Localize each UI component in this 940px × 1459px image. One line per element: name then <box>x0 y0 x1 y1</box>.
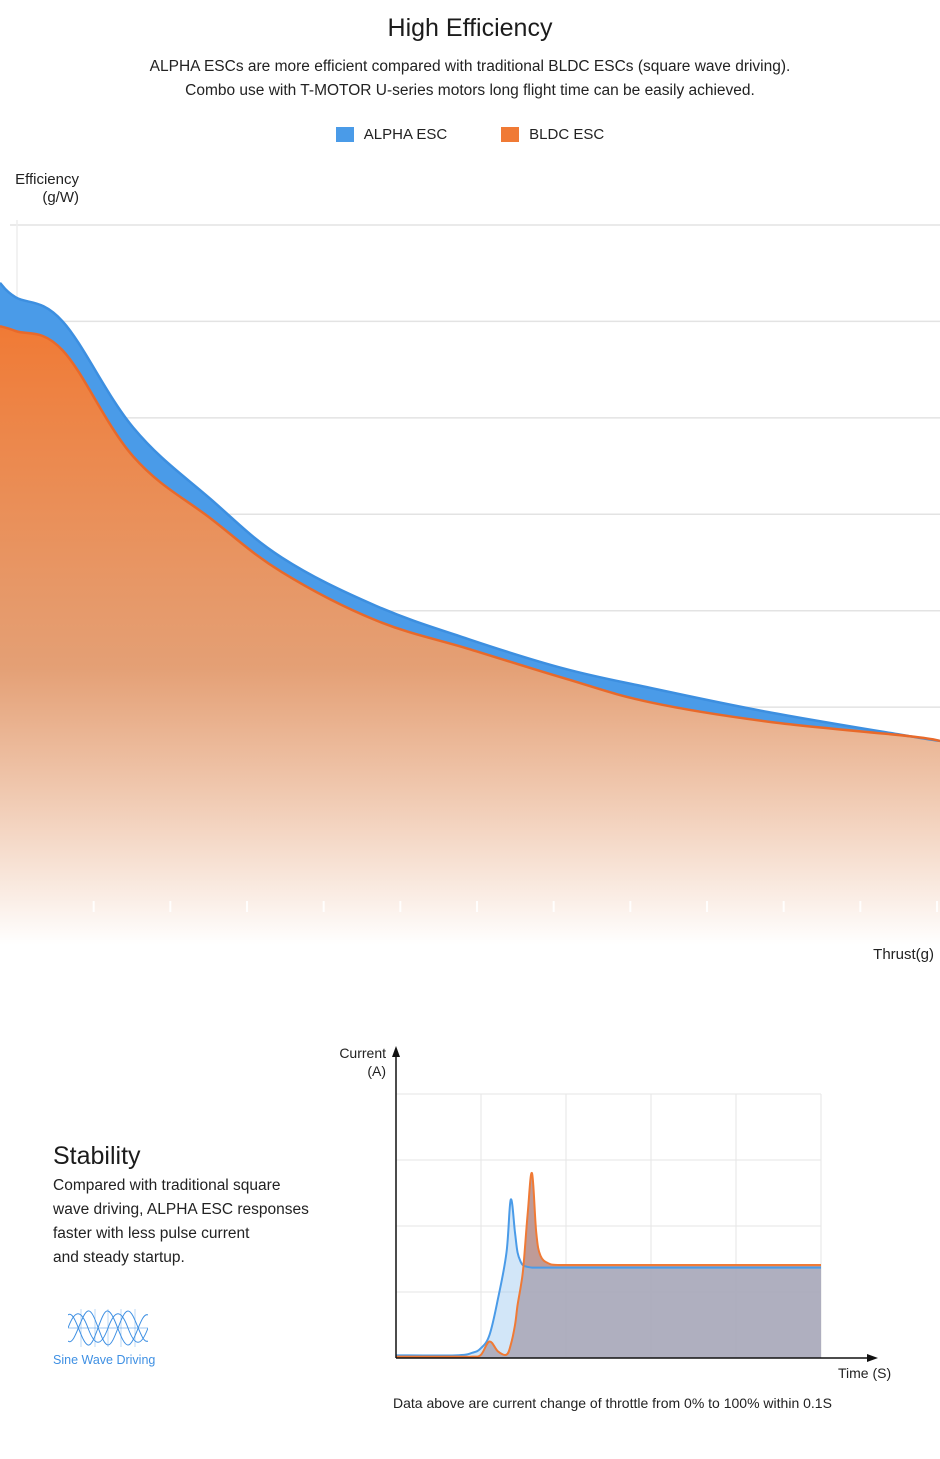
subtitle-line-2: Combo use with T-MOTOR U-series motors l… <box>185 82 755 99</box>
legend-item-bldc: BLDC ESC <box>501 126 604 143</box>
stability-line-4: and steady startup. <box>53 1249 185 1266</box>
thrust-axis-ticks <box>92 901 938 912</box>
chart-legend: ALPHA ESC BLDC ESC <box>0 126 940 143</box>
current-grid <box>396 1093 822 1358</box>
sine-wave-label: Sine Wave Driving <box>53 1353 156 1367</box>
y-axis-arrow-icon <box>392 1046 400 1057</box>
bldc-esc-area <box>0 326 940 945</box>
current-axis-label: Current (A) <box>316 1044 386 1080</box>
thrust-axis-label: Thrust(g) <box>873 946 934 963</box>
stability-line-2: wave driving, ALPHA ESC responses <box>53 1201 309 1218</box>
legend-swatch-alpha <box>335 127 354 142</box>
legend-label-bldc: BLDC ESC <box>529 126 605 143</box>
efficiency-chart <box>0 220 940 945</box>
legend-item-alpha: ALPHA ESC <box>335 126 448 143</box>
bldc-esc-line <box>0 325 940 743</box>
x-axis-arrow-icon <box>867 1354 878 1362</box>
bldc-current-area <box>396 1172 821 1358</box>
alpha-esc-line <box>0 281 940 743</box>
chart-note: Data above are current change of throttl… <box>393 1395 832 1411</box>
stability-title: Stability <box>53 1142 141 1170</box>
efficiency-axis-label-line2: (g/W) <box>42 189 79 206</box>
page-subtitle: ALPHA ESCs are more efficient compared w… <box>0 55 940 103</box>
alpha-current-area <box>396 1199 821 1358</box>
stability-line-3: faster with less pulse current <box>53 1225 250 1242</box>
subtitle-line-1: ALPHA ESCs are more efficient compared w… <box>149 58 791 75</box>
current-axis-label-line2: (A) <box>367 1063 386 1079</box>
current-axes <box>392 1046 878 1362</box>
alpha-current-line <box>395 1198 821 1357</box>
stability-description: Compared with traditional square wave dr… <box>53 1174 343 1270</box>
page-title: High Efficiency <box>387 14 553 42</box>
efficiency-axis-label: Efficiency (g/W) <box>6 171 79 207</box>
efficiency-axis-label-line1: Efficiency <box>15 171 79 188</box>
legend-swatch-bldc <box>501 127 520 142</box>
bldc-current-line <box>395 1172 821 1358</box>
stability-line-1: Compared with traditional square <box>53 1177 281 1194</box>
sine-wave-icon <box>68 1309 148 1347</box>
current-axis-label-line1: Current <box>339 1045 386 1061</box>
time-axis-label: Time (S) <box>838 1365 892 1381</box>
legend-label-alpha: ALPHA ESC <box>363 126 448 143</box>
